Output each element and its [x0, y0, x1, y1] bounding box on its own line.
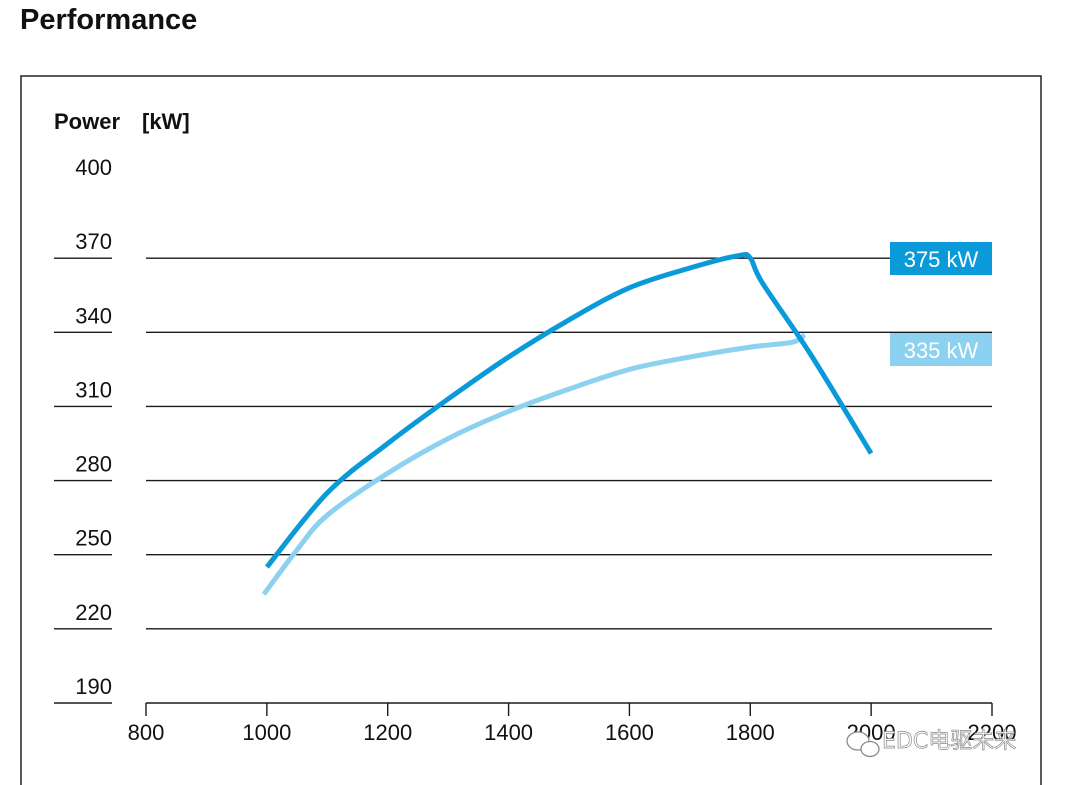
page-title: Performance: [20, 4, 198, 36]
y-tick-label: 220: [75, 600, 112, 625]
y-tick-label: 340: [75, 303, 112, 328]
x-tick-label: 2200: [968, 720, 1017, 745]
x-axis: 800 1000 1200 1400 1600 1800 2000 2200: [128, 702, 1017, 745]
series-badge-1: [890, 333, 992, 366]
series-badge-label-1: 335 kW: [904, 338, 979, 363]
y-tick-label: 250: [75, 526, 112, 551]
y-axis-ticks: 190 220 250 280 310 340 370 400: [54, 155, 112, 704]
series-line-0: [264, 252, 874, 569]
series-badges: 375 kW 335 kW: [890, 242, 992, 366]
series-lines: [261, 252, 874, 596]
series-badge-label-0: 375 kW: [904, 247, 979, 272]
wechat-icon: [846, 731, 880, 758]
series-badge-0: [890, 242, 992, 275]
x-tick-label: 1800: [726, 720, 775, 745]
y-tick-label: 310: [75, 377, 112, 402]
y-tick-label: 280: [75, 452, 112, 477]
y-tick-label: 370: [75, 229, 112, 254]
chart-frame: [20, 75, 1042, 785]
x-tick-label: 800: [128, 720, 165, 745]
y-axis-unit: [kW]: [142, 109, 190, 134]
x-tick-label: 1000: [242, 720, 291, 745]
grid-lines: [146, 257, 992, 630]
y-tick-label: 190: [75, 674, 112, 699]
watermark-text: EDC电驱未来: [882, 729, 1016, 754]
y-tick-label: 400: [75, 155, 112, 180]
watermark: EDC电驱未来: [846, 729, 1017, 758]
x-tick-label: 1400: [484, 720, 533, 745]
x-tick-label: 1600: [605, 720, 654, 745]
series-line-1: [261, 332, 807, 596]
y-axis-label: Power: [54, 109, 120, 134]
x-tick-label: 1200: [363, 720, 412, 745]
